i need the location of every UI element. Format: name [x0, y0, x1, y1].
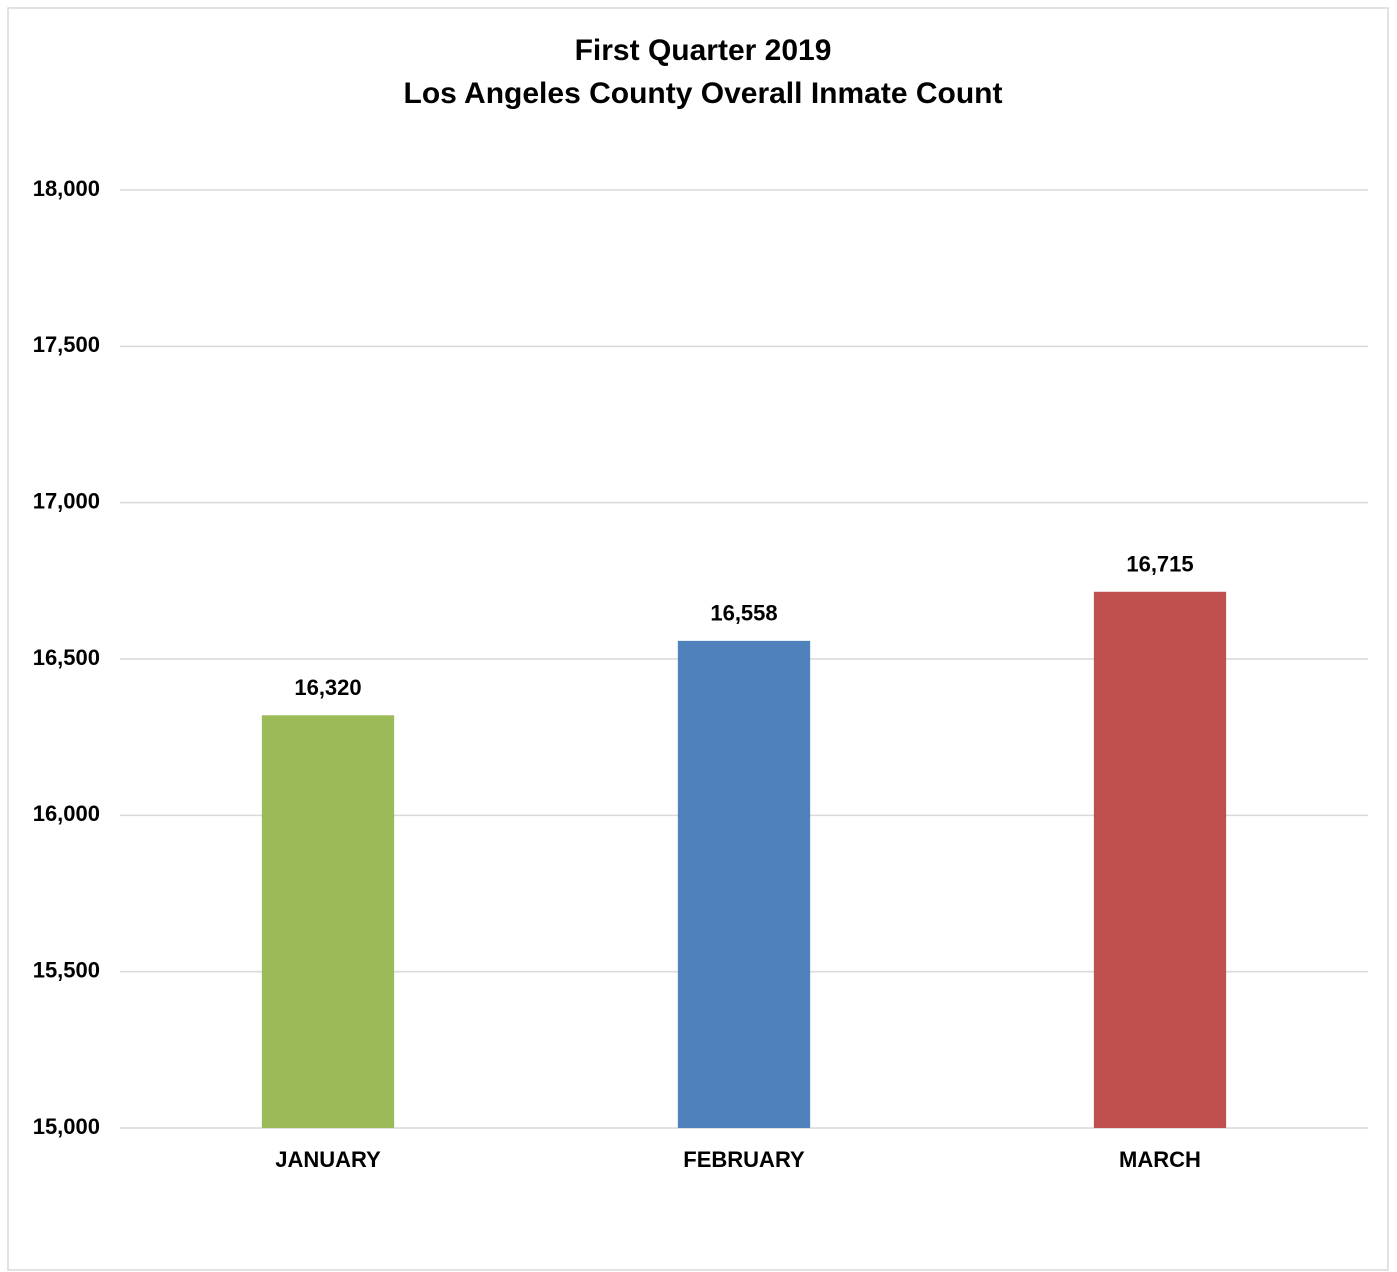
y-tick-label: 18,000 — [33, 176, 100, 201]
bar — [261, 715, 395, 1128]
data-label: 16,320 — [294, 675, 361, 700]
y-tick-label: 15,500 — [33, 957, 100, 982]
y-tick-label: 16,500 — [33, 645, 100, 670]
data-label: 16,715 — [1126, 552, 1193, 577]
bar — [1093, 591, 1227, 1128]
x-tick-label: JANUARY — [275, 1147, 381, 1172]
chart-title: First Quarter 2019 — [575, 34, 832, 67]
chart-title: Los Angeles County Overall Inmate Count — [404, 77, 1003, 110]
y-tick-label: 17,500 — [33, 332, 100, 357]
data-label: 16,558 — [710, 601, 777, 626]
y-tick-label: 16,000 — [33, 801, 100, 826]
y-tick-label: 15,000 — [33, 1114, 100, 1139]
bar — [677, 640, 811, 1128]
y-tick-label: 17,000 — [33, 488, 100, 513]
x-tick-label: FEBRUARY — [683, 1147, 805, 1172]
x-tick-label: MARCH — [1119, 1147, 1201, 1172]
